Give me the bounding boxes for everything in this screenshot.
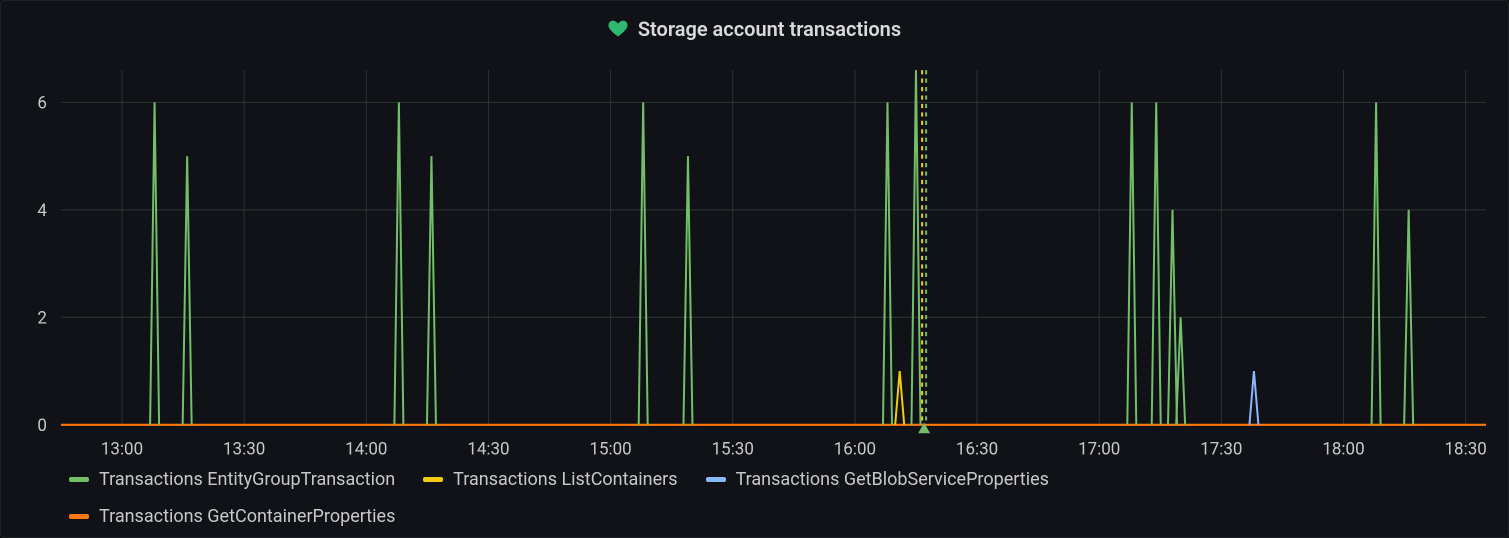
- svg-text:16:00: 16:00: [834, 439, 876, 460]
- svg-text:0: 0: [37, 416, 47, 437]
- legend-swatch: [706, 477, 726, 482]
- chart-area[interactable]: 0 2 4 6 13:00 13:30 14:00 14:30 15:00 15:30 16:00 1…: [13, 49, 1496, 467]
- panel-title: Storage account transactions: [638, 17, 901, 41]
- svg-text:18:00: 18:00: [1322, 439, 1364, 460]
- legend-item[interactable]: Transactions GetBlobServiceProperties: [706, 469, 1049, 490]
- chart-panel: Storage account transactions 0 2 4 6 13:00 13…: [0, 0, 1509, 538]
- legend-swatch: [423, 477, 443, 482]
- panel-header[interactable]: Storage account transactions: [13, 9, 1496, 49]
- legend-swatch: [69, 514, 89, 519]
- svg-text:16:30: 16:30: [956, 439, 998, 460]
- svg-text:13:00: 13:00: [101, 439, 143, 460]
- svg-text:17:00: 17:00: [1078, 439, 1120, 460]
- svg-text:14:30: 14:30: [467, 439, 509, 460]
- svg-text:15:00: 15:00: [589, 439, 631, 460]
- legend: Transactions EntityGroupTransaction Trans…: [13, 467, 1496, 531]
- svg-text:15:30: 15:30: [712, 439, 754, 460]
- svg-text:6: 6: [37, 93, 47, 114]
- legend-label: Transactions GetBlobServiceProperties: [736, 469, 1049, 490]
- svg-text:13:30: 13:30: [223, 439, 265, 460]
- legend-item[interactable]: Transactions EntityGroupTransaction: [69, 469, 395, 490]
- legend-label: Transactions ListContainers: [453, 469, 677, 490]
- legend-swatch: [69, 477, 89, 482]
- svg-text:14:00: 14:00: [345, 439, 387, 460]
- svg-text:17:30: 17:30: [1200, 439, 1242, 460]
- heart-icon: [608, 19, 628, 39]
- svg-text:2: 2: [37, 308, 47, 329]
- svg-text:18:30: 18:30: [1445, 439, 1487, 460]
- legend-label: Transactions GetContainerProperties: [99, 506, 395, 527]
- legend-label: Transactions EntityGroupTransaction: [99, 469, 395, 490]
- legend-item[interactable]: Transactions GetContainerProperties: [69, 506, 395, 527]
- legend-item[interactable]: Transactions ListContainers: [423, 469, 677, 490]
- svg-text:4: 4: [37, 201, 47, 222]
